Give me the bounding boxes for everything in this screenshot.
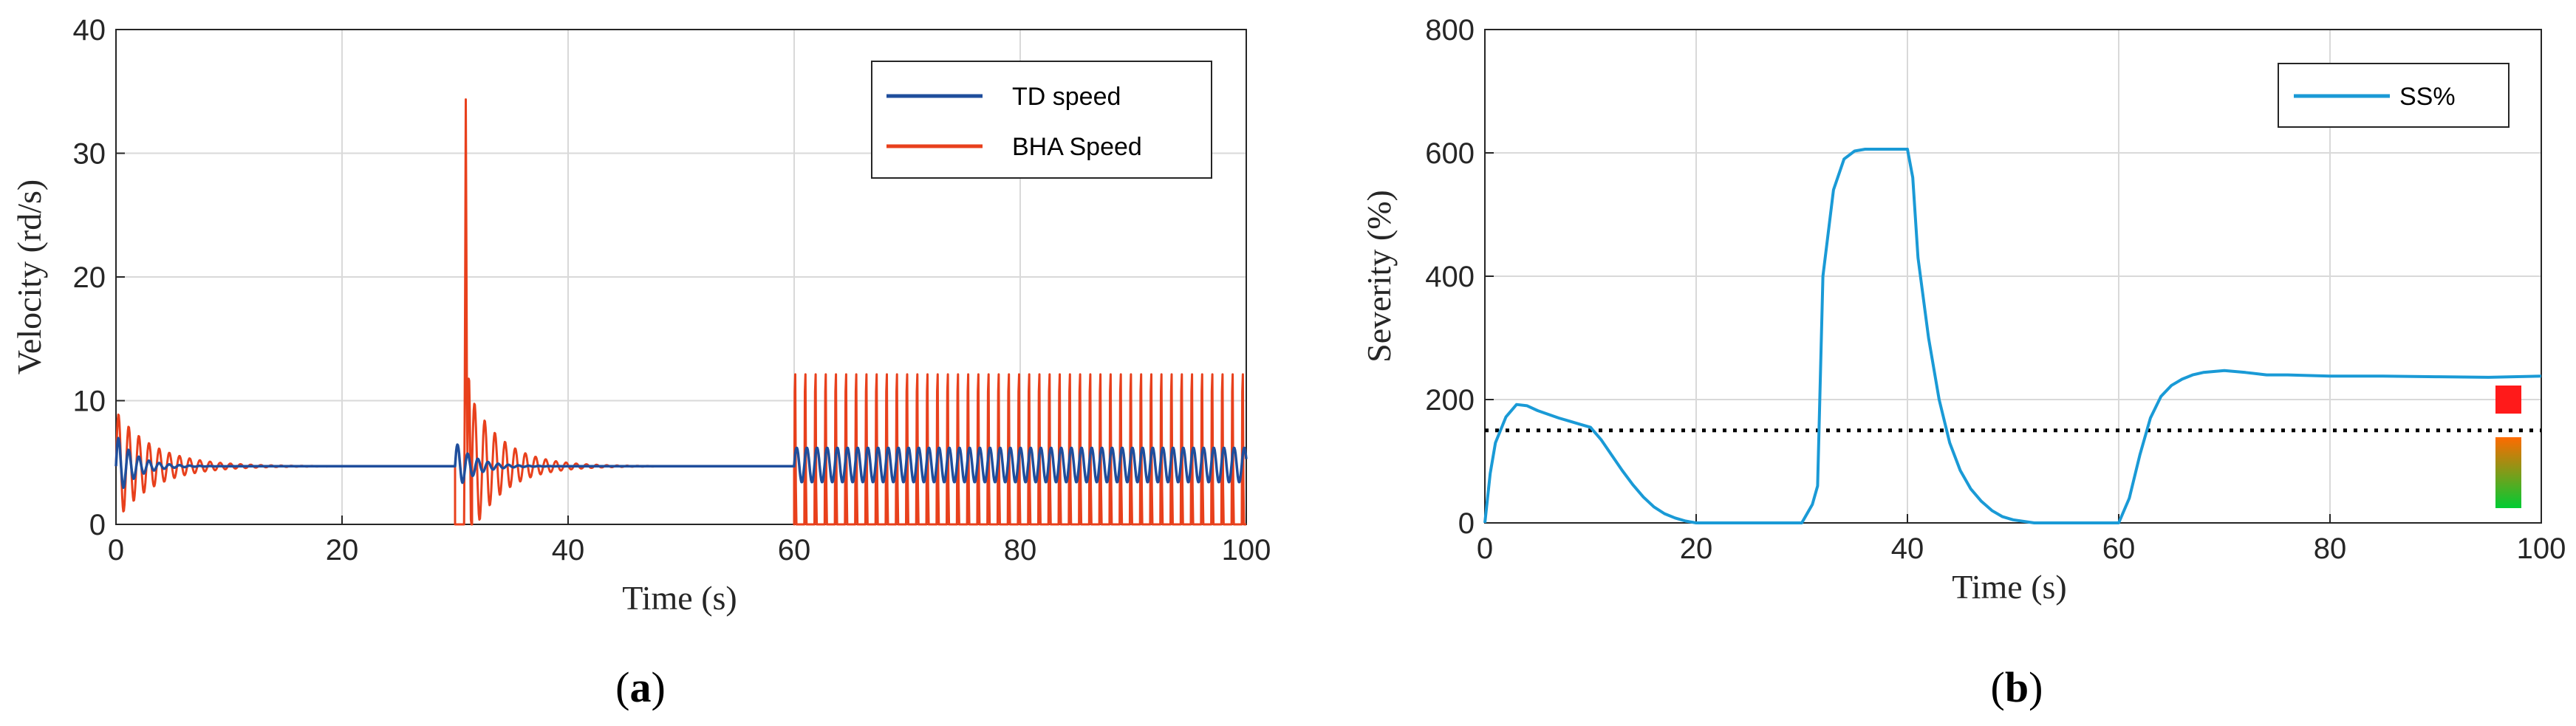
x-tick-label: 100: [1222, 534, 1271, 566]
panel-label-b: (b): [1991, 663, 2043, 711]
x-ticks-b: 0 20 40 60 80 100: [1477, 514, 2566, 565]
series-line-ss: [1483, 148, 2542, 524]
y-tick-label: 200: [1425, 384, 1475, 417]
legend-b: SS%: [2278, 63, 2510, 128]
y-tick-label: 800: [1425, 14, 1475, 47]
x-tick-label: 20: [326, 534, 359, 566]
y-tick-label: 40: [73, 14, 106, 47]
y-axis-label-a: Velocity (rd/s): [10, 179, 48, 374]
x-axis-label-b: Time (s): [1952, 568, 2067, 606]
legend-label-bha-speed: BHA Speed: [1012, 133, 1142, 161]
panel-label-a: (a): [615, 663, 666, 711]
x-tick-label: 40: [552, 534, 585, 566]
x-tick-label: 0: [1477, 532, 1493, 565]
series-a: [115, 98, 1248, 526]
x-tick-label: 60: [778, 534, 811, 566]
series-b: [1483, 148, 2542, 524]
y-tick-label: 0: [1458, 507, 1475, 540]
x-axis-label-a: Time (s): [622, 579, 737, 617]
y-tick-label: 20: [73, 261, 106, 294]
y-tick-label: 0: [89, 509, 106, 541]
y-tick-label: 600: [1425, 137, 1475, 170]
series-line-td-speed: [115, 436, 1248, 490]
y-tick-label: 400: [1425, 261, 1475, 293]
legend-box-a: [871, 61, 1212, 179]
x-tick-label: 20: [1680, 532, 1713, 565]
x-ticks-a: 0 20 40 60 80 100: [108, 516, 1271, 566]
severity-indicator: [2495, 386, 2521, 508]
x-tick-label: 80: [1004, 534, 1037, 566]
legend-label-ss: SS%: [2399, 83, 2456, 111]
y-ticks-b: 0 200 400 600 800: [1425, 14, 1494, 540]
x-tick-label: 40: [1891, 532, 1924, 565]
grid-b: [1485, 30, 2541, 523]
y-tick-label: 10: [73, 386, 106, 418]
y-axis-label-b: Severity (%): [1360, 190, 1398, 363]
legend-a: TD speed BHA Speed: [871, 61, 1212, 179]
chart-a: 0 20 40 60 80 100 0 10 20 30 40 TD speed BHA Spee…: [10, 14, 1271, 711]
x-tick-label: 80: [2314, 532, 2347, 565]
x-tick-label: 0: [108, 534, 124, 566]
x-tick-label: 60: [2102, 532, 2136, 565]
x-tick-label: 100: [2517, 532, 2566, 565]
severity-high-marker: [2495, 386, 2521, 414]
y-ticks-a: 0 10 20 30 40: [73, 14, 125, 541]
legend-label-td-speed: TD speed: [1012, 83, 1121, 111]
y-tick-label: 30: [73, 138, 106, 171]
severity-low-gradient: [2495, 437, 2521, 508]
